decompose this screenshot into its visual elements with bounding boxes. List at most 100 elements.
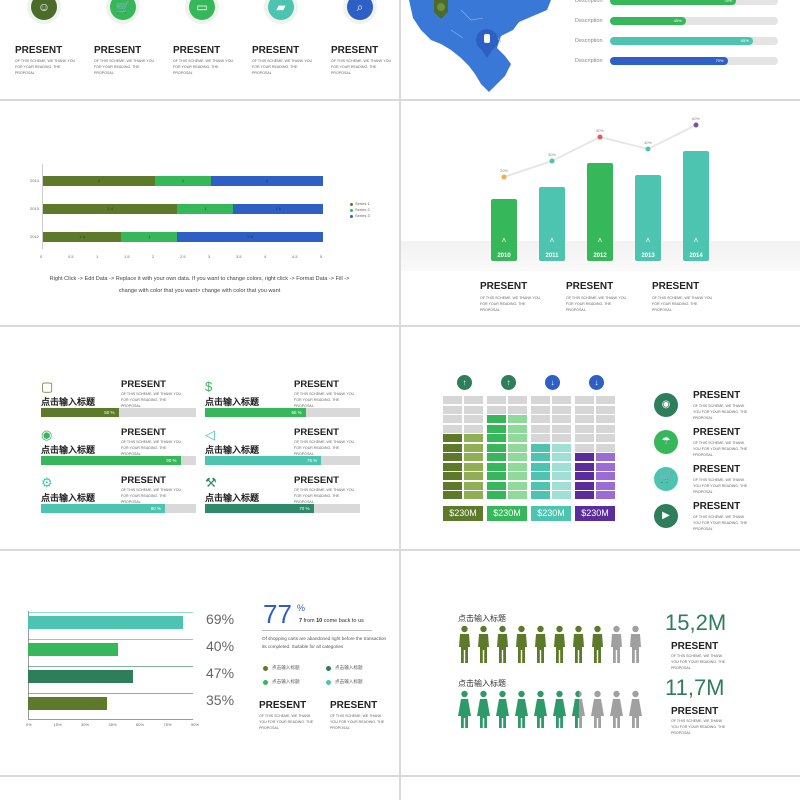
item-title: PRESENT: [693, 390, 741, 401]
matrix-cell: [575, 481, 594, 490]
category-label: 2010: [497, 253, 511, 259]
matrix-cell: [464, 472, 483, 480]
matrix-cell: [464, 415, 483, 423]
matrix-cell: [464, 462, 483, 471]
slide-people-stats[interactable]: 点击输入标题 15,2M PRESENT OF THIS SCHEME, WE THA…: [401, 551, 800, 775]
slide-column-growth[interactable]: ˄ 2010 ˄ 2011 ˄ 2012 ˄ 2013 ˄ 2014 20% 30% 50% 40% 60%…: [401, 101, 800, 325]
matrix-cell: [487, 453, 506, 461]
item-body: OF THIS SCHEME, WE THANK YOU FOR YOUR RE…: [252, 59, 313, 75]
paragraph: Of shopping carts are abandoned right be…: [262, 636, 387, 649]
big-unit: %: [297, 603, 306, 613]
guide-line: [28, 612, 193, 613]
search-icon: ⌕: [347, 0, 373, 20]
progress-bar: 90 %: [41, 456, 196, 465]
value-label: 69%: [206, 611, 235, 627]
matrix-cell: [487, 472, 506, 480]
big-stat: 11,7M: [665, 675, 725, 700]
icon-circle: 🛒: [106, 0, 140, 24]
progress-bar: 85%: [610, 37, 778, 45]
item-body: OF THIS SCHEME, WE THANK YOU FOR YOUR RE…: [671, 719, 726, 735]
value-label: 47%: [206, 665, 235, 681]
progress-fill: 90 %: [41, 456, 181, 465]
x-tick-label: 45%: [108, 722, 117, 727]
x-tick-label: 0: [40, 254, 43, 259]
x-tick-label: 30%: [81, 722, 90, 727]
matrix-cell: [531, 415, 550, 423]
item-title: PRESENT: [294, 427, 339, 438]
matrix-cell: [487, 481, 506, 490]
item-body: OF THIS SCHEME, WE THANK YOU FOR YOUR RE…: [693, 441, 748, 457]
matrix-cell: [552, 415, 571, 423]
bar: [28, 670, 134, 683]
matrix-cell: [575, 472, 594, 480]
legend-swatch: [263, 666, 268, 671]
x-tick-label: 4: [264, 254, 267, 259]
matrix-cell: [508, 443, 527, 452]
instructions-line-1: Right Click -> Edit Data -> Replace it w…: [49, 276, 350, 282]
matrix-cell: [531, 472, 550, 480]
column-bar: [683, 151, 709, 261]
bar-label: Description: [575, 0, 603, 4]
sub-line: 7 from 10 come back to us: [299, 618, 364, 624]
item-title: PRESENT: [121, 427, 166, 438]
matrix-cell: [575, 453, 594, 461]
chevron-up-icon: ˄: [598, 236, 603, 245]
item-title: PRESENT: [294, 379, 339, 390]
item-body: OF THIS SCHEME, WE THANK YOU FOR YOUR RE…: [294, 392, 355, 408]
slide-matrix-columns[interactable]: ↑ $230M ↑ $230M ↓ $230M ↓ $230M ◉ PRESENT OF THIS…: [401, 327, 800, 549]
item-title: PRESENT: [693, 427, 741, 438]
matrix-cell: [575, 396, 594, 404]
category-label: 2012: [593, 253, 607, 259]
legend-label: 点击输入标题: [335, 665, 363, 670]
matrix-cell: [464, 491, 483, 499]
item-body: OF THIS SCHEME, WE THANK YOU FOR YOUR RE…: [671, 654, 726, 670]
legend-label: Series 2: [355, 207, 370, 212]
progress-bar: 70 %: [205, 504, 360, 513]
matrix-cell: [596, 415, 615, 423]
category-label: 2013: [30, 206, 39, 211]
chevron-up-icon: ˄: [550, 236, 555, 245]
matrix-cell: [596, 491, 615, 499]
progress-fill: 85%: [610, 37, 753, 45]
legend-label: Series 3: [355, 213, 370, 218]
matrix-cell: [464, 396, 483, 404]
cn-title: 点击输入标题: [41, 397, 96, 407]
progress-fill: 70%: [610, 57, 728, 65]
video-icon: ▶: [654, 504, 678, 528]
slide-icons-present[interactable]: ☺ PRESENT OF THIS SCHEME, WE THANK YOU FOR…: [0, 0, 399, 99]
category-label: 2014: [30, 178, 39, 183]
cart-icon: 🛒: [654, 467, 678, 491]
matrix-cell: [552, 405, 571, 414]
matrix-cell: [552, 462, 571, 471]
slide-percent-bars[interactable]: 69% 40% 47% 35% 0% 15% 30% 45% 60% 75% 90% 77 % 7 …: [0, 551, 399, 775]
matrix-cell: [508, 434, 527, 442]
item-title: PRESENT: [121, 475, 166, 486]
slide-partial-bottom-right: [401, 777, 800, 800]
matrix-cell: [552, 443, 571, 452]
slide-stacked-bar-chart[interactable]: 2014 2 1 2 2013 2.4 1 1.6 2012 1.4 1 2.6 0 0.5 1 1.5 2 2.…: [0, 101, 399, 325]
item-body: OF THIS SCHEME, WE THANK YOU FOR YOUR RE…: [480, 296, 541, 312]
progress-bar: 45%: [610, 17, 778, 25]
slide-map-bars[interactable]: Description 75% Description 45% Description 8…: [401, 0, 800, 99]
item-title: PRESENT: [480, 281, 528, 292]
bar-label: Description: [575, 18, 603, 24]
legend-label: 点击输入标题: [272, 665, 300, 670]
chevron-up-icon: ˄: [694, 236, 699, 245]
trend-point: [549, 158, 555, 164]
matrix-cell: [596, 462, 615, 471]
item-title: PRESENT: [94, 45, 142, 56]
camera-icon: ◉: [41, 427, 53, 442]
arrow-down-icon: ↓: [545, 375, 560, 390]
matrix-cell: [531, 434, 550, 442]
female-person-icon: [553, 690, 566, 730]
wrench-icon: ⚒: [205, 475, 217, 490]
bar-segment: 2: [211, 176, 323, 186]
matrix-cell: [443, 462, 462, 471]
progress-bar: 65 %: [205, 408, 360, 417]
matrix-cell: [508, 415, 527, 423]
legend-swatch: [350, 209, 353, 212]
matrix-cell: [508, 396, 527, 404]
money-label: $230M: [575, 506, 615, 521]
column-bar: [539, 187, 565, 261]
slide-icon-progress[interactable]: ▢ 点击输入标题 50 % PRESENT OF THIS SCHEME, WE THA…: [0, 327, 399, 549]
